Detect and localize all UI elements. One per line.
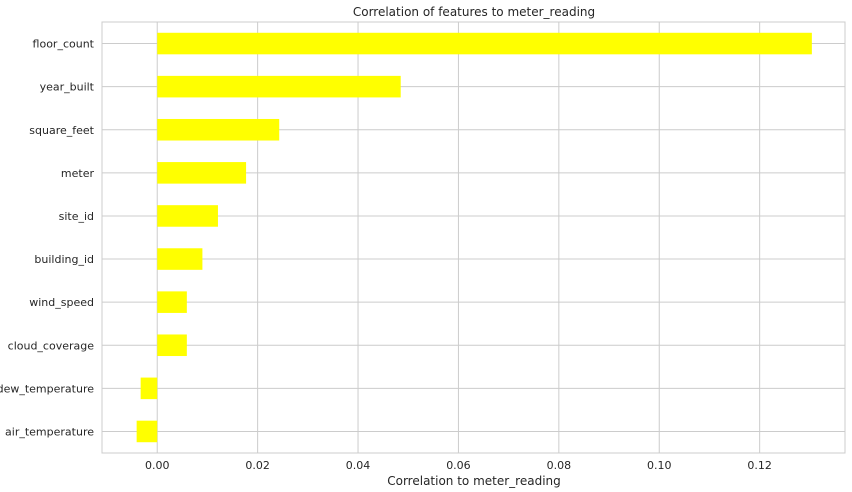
bar-site-id <box>157 205 218 227</box>
y-tick-label: year_built <box>40 81 95 94</box>
bar-square-feet <box>157 118 280 141</box>
y-tick-label: cloud_coverage <box>8 339 95 352</box>
x-tick-label: 0.12 <box>747 459 772 472</box>
y-tick-label: air_temperature <box>5 425 94 438</box>
x-tick-label: 0.04 <box>346 459 371 472</box>
x-tick-label: 0.00 <box>145 459 170 472</box>
y-tick-label: square_feet <box>29 124 94 137</box>
bar-wind-speed <box>157 291 187 313</box>
x-tick-label: 0.08 <box>547 459 572 472</box>
x-tick-labels: 0.00 0.02 0.04 0.06 0.08 0.10 0.12 <box>145 459 772 472</box>
y-tick-label: building_id <box>34 253 94 266</box>
chart-title: Correlation of features to meter_reading <box>353 5 595 19</box>
bar-air-temperature <box>136 420 158 443</box>
x-axis-label: Correlation to meter_reading <box>387 474 561 488</box>
x-tick-label: 0.02 <box>245 459 270 472</box>
y-tick-label: wind_speed <box>29 296 94 309</box>
bar-floor-count <box>157 32 812 55</box>
y-tick-label: floor_count <box>33 38 95 51</box>
bars <box>136 32 812 443</box>
x-tick-label: 0.10 <box>647 459 672 472</box>
bar-dew-temperature <box>140 377 158 400</box>
bar-building-id <box>157 248 203 270</box>
x-tick-label: 0.06 <box>446 459 471 472</box>
y-tick-label: meter <box>61 167 95 180</box>
bar-meter <box>157 162 247 184</box>
y-tick-label: dew_temperature <box>0 382 94 395</box>
bar-cloud-coverage <box>157 334 187 357</box>
bar-year-built <box>157 75 401 98</box>
y-tick-label: site_id <box>59 210 94 223</box>
